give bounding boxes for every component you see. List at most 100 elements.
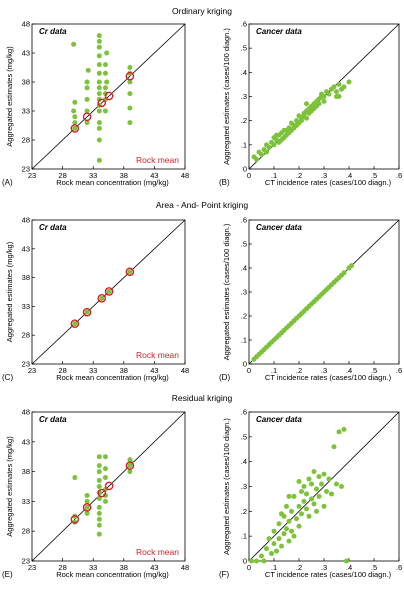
data-point-f <box>294 516 299 522</box>
data-point-a <box>72 114 78 120</box>
data-point-c <box>127 269 133 275</box>
data-point-b <box>271 142 277 148</box>
x-tick-label-d: 0 <box>247 366 251 375</box>
y-tick-label-f: .5 <box>241 432 247 441</box>
rock-mean-label-c: Rock mean <box>136 350 179 360</box>
x-tick-label-c: 38 <box>120 366 128 375</box>
y-axis-label-d: Aggregated estimates (cases/100 diagn.) <box>222 223 231 360</box>
y-tick-label-b: .2 <box>241 116 247 125</box>
y-tick-label-a: 23 <box>22 165 30 174</box>
rock-mean-marker-a <box>82 112 92 122</box>
data-point-a <box>127 79 133 85</box>
plot-frame-e <box>31 411 186 562</box>
x-tick-label-d: .3 <box>321 366 327 375</box>
rock-mean-marker-a <box>97 98 107 108</box>
y-tick-label-b: .1 <box>241 140 247 149</box>
x-tick-label-b: .2 <box>296 171 302 180</box>
plot-frame-c <box>31 219 186 365</box>
data-point-f <box>276 536 282 542</box>
data-point-a <box>102 70 108 76</box>
x-tick-label-d: .5 <box>371 366 377 375</box>
panel-label-d: (D) <box>219 373 230 382</box>
data-point-a <box>127 120 133 126</box>
data-point-a <box>96 108 102 114</box>
data-point-c <box>99 295 105 301</box>
y-axis-label-f: Aggregated estimates (cases/100 diagn.) <box>222 418 231 555</box>
x-tick-label-c: 33 <box>89 366 97 375</box>
data-point-e <box>96 510 102 516</box>
data-point-e <box>102 475 108 481</box>
data-point-f <box>279 543 284 549</box>
x-tick-label-b: .3 <box>321 171 327 180</box>
y-tick-label-d: .6 <box>241 216 247 225</box>
y-tick-label-a: 28 <box>22 136 30 145</box>
data-point-f <box>284 503 289 509</box>
y-tick-label-b: 0 <box>243 165 247 174</box>
data-point-f <box>301 498 307 504</box>
data-point-b <box>299 118 304 124</box>
data-point-a <box>84 108 90 114</box>
data-point-f <box>301 484 307 489</box>
data-point-f <box>316 474 322 480</box>
x-tick-label-e: 38 <box>120 563 128 572</box>
data-point-b <box>336 81 342 87</box>
data-point-e <box>84 504 90 510</box>
y-tick-label-c: 23 <box>22 360 30 369</box>
data-point-a <box>96 44 102 50</box>
x-tick-label-a: 48 <box>181 171 189 180</box>
y-tick-label-d: .3 <box>241 288 247 297</box>
x-tick-label-c: 23 <box>28 366 36 375</box>
data-point-f <box>291 493 297 499</box>
y-tick-label-b: .5 <box>241 44 247 53</box>
data-point-f <box>284 526 289 532</box>
y-tick-label-a: 33 <box>22 107 30 116</box>
panel-label-a: (A) <box>2 178 13 187</box>
data-point-f <box>291 533 297 539</box>
y-tick-label-c: 33 <box>22 302 30 311</box>
rock-mean-marker-c <box>82 307 92 317</box>
panel-title-f: Cancer data <box>256 415 302 424</box>
data-point-a <box>96 137 102 143</box>
data-point-a <box>102 108 108 114</box>
x-tick-label-f: .2 <box>296 563 302 572</box>
data-point-f <box>269 551 274 557</box>
data-point-f <box>264 546 269 552</box>
x-tick-label-a: 38 <box>120 171 128 180</box>
data-point-a <box>96 53 102 59</box>
data-point-a <box>71 108 77 114</box>
x-tick-label-b: .6 <box>396 171 402 180</box>
data-point-f <box>259 553 264 559</box>
data-point-e <box>102 492 108 498</box>
data-point-f <box>334 481 339 487</box>
x-tick-label-b: .4 <box>346 171 352 180</box>
panel-title-a: Cr data <box>39 27 67 36</box>
data-point-f <box>296 523 302 529</box>
data-point-e <box>96 484 102 489</box>
data-point-a <box>96 85 102 91</box>
y-axis-label-c: Aggregated estimates (mg/kg) <box>5 241 14 342</box>
data-point-f <box>304 506 309 512</box>
data-point-a <box>102 85 108 91</box>
data-point-f <box>329 491 334 497</box>
rock-mean-marker-c <box>70 319 80 328</box>
x-tick-label-a: 33 <box>89 171 97 180</box>
data-point-f <box>319 481 324 487</box>
data-point-f <box>311 501 317 507</box>
section-title-ordinary: Ordinary kriging <box>172 6 232 16</box>
data-point-f <box>266 536 272 542</box>
data-point-a <box>71 41 77 47</box>
y-tick-label-c: 28 <box>22 331 30 340</box>
data-point-a <box>127 91 133 97</box>
data-point-a <box>127 70 133 76</box>
data-point-e <box>96 463 102 469</box>
data-point-b <box>304 115 309 121</box>
data-point-d <box>349 263 354 269</box>
data-point-f <box>304 491 309 497</box>
data-point-c <box>72 321 78 327</box>
data-point-a <box>102 62 108 68</box>
x-tick-label-f: .4 <box>346 563 352 572</box>
x-tick-label-e: 43 <box>150 563 158 572</box>
diagonal-line-a <box>31 23 186 170</box>
rock-mean-marker-c <box>104 287 114 296</box>
x-tick-label-f: .3 <box>321 563 327 572</box>
